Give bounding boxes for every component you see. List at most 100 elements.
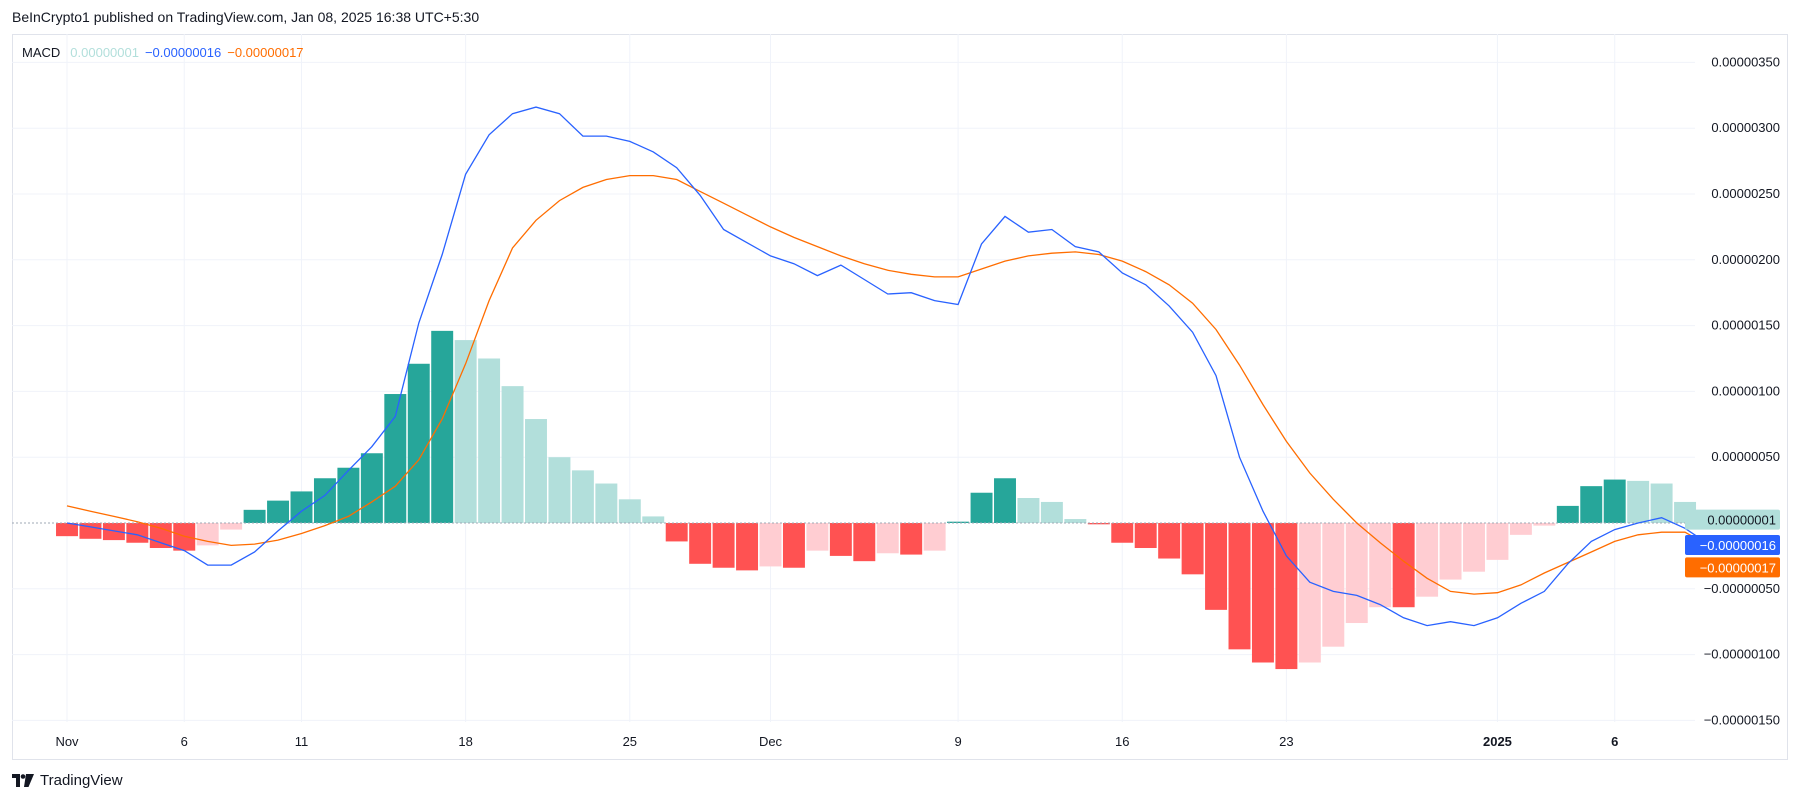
histogram-bar [759, 523, 782, 567]
y-tick-label: 0.00000050 [1711, 449, 1780, 464]
x-axis: Nov 6 11 18 25 Dec 9 16 23 2025 6 [55, 734, 1618, 749]
x-tick-label: 9 [954, 734, 961, 749]
histogram-bar [1158, 523, 1181, 559]
histogram-bar [525, 419, 547, 523]
histogram-bar [384, 394, 407, 523]
histogram-bar [806, 523, 829, 551]
histogram-bar [1040, 501, 1063, 523]
histogram-bar [829, 523, 852, 556]
signal-line [66, 174, 1709, 595]
histogram-bar [1533, 523, 1556, 526]
legend-name: MACD [22, 45, 61, 60]
legend-macd-value: −0.00000016 [144, 45, 222, 60]
histogram-bar [642, 516, 665, 523]
histogram-bar [1369, 523, 1392, 608]
histogram-bar [876, 523, 899, 554]
histogram-bar [1205, 523, 1228, 610]
macd-value-tag-bg [1685, 535, 1780, 556]
x-tick-label: 2025 [1483, 734, 1512, 749]
histogram-bar [853, 523, 876, 562]
brand-name: TradingView [40, 772, 123, 789]
histogram-bar [595, 483, 618, 523]
y-tick-label: −0.00000150 [1704, 712, 1780, 727]
histogram-value-tag: 0.00000001 [1707, 513, 1776, 528]
y-axis: 0.00000350 0.00000300 0.00000250 0.00000200… [1704, 54, 1780, 727]
x-tick-label: 11 [295, 734, 309, 749]
histogram-bar [1603, 479, 1626, 523]
histogram-bar [1134, 523, 1157, 549]
value-tags: 0.00000001 −0.00000016 −0.00000017 [1685, 509, 1780, 578]
histogram-bar [1228, 523, 1251, 650]
histogram-bar [1627, 480, 1650, 523]
histogram-bar [79, 523, 102, 539]
signal-value-tag-bg [1685, 557, 1780, 578]
histogram-bar [501, 386, 524, 523]
histogram-bar [1181, 523, 1204, 575]
y-tick-label: 0.00000350 [1711, 54, 1780, 69]
histogram-bar [548, 457, 571, 523]
histogram-bar [243, 509, 266, 523]
histogram-bar [947, 521, 970, 523]
y-tick-label: 0.00000150 [1711, 318, 1780, 333]
histogram-bar [782, 523, 805, 568]
x-tick-label: 16 [1115, 734, 1129, 749]
histogram-bar [970, 492, 993, 523]
histogram-bar [1064, 519, 1087, 523]
x-tick-label: 18 [458, 734, 472, 749]
histogram-bar [478, 358, 501, 523]
histogram-bar [431, 330, 454, 523]
y-tick-label: 0.00000100 [1711, 383, 1780, 398]
histogram-bar [1251, 523, 1274, 663]
histogram-bar [1322, 523, 1345, 647]
histogram-bar [1509, 523, 1532, 535]
histogram-bar [407, 363, 430, 523]
histogram-bar [267, 500, 290, 523]
histogram-bar [618, 499, 641, 523]
histogram-bar [1439, 523, 1462, 580]
signal-value-tag: −0.00000017 [1700, 560, 1776, 575]
grid-lines [12, 34, 1695, 722]
histogram-bar [56, 523, 78, 537]
x-tick-label: 25 [623, 734, 637, 749]
histogram-bar [1463, 523, 1485, 572]
histogram-bar [994, 478, 1016, 523]
histogram-bar [1275, 523, 1298, 670]
histogram-bar [923, 523, 946, 551]
legend-signal-value: −0.00000017 [227, 45, 304, 60]
histogram-bar [1556, 505, 1579, 523]
histogram-bar [736, 523, 759, 571]
y-tick-label: −0.00000100 [1704, 647, 1780, 662]
histogram-bar [454, 340, 477, 523]
histogram-bar [1486, 523, 1509, 560]
histogram-bar [689, 523, 712, 564]
histogram-bar [337, 467, 360, 523]
histogram-bar [220, 523, 243, 530]
histogram-bar [900, 523, 923, 555]
y-tick-label: 0.00000300 [1711, 120, 1780, 135]
histogram-bar [1087, 523, 1110, 525]
histogram-bar [1111, 523, 1134, 543]
tradingview-brand[interactable]: TradingView [12, 772, 123, 789]
histogram-bar [571, 470, 594, 523]
histogram-bar [1017, 497, 1040, 523]
x-tick-label: 23 [1279, 734, 1293, 749]
histogram-bar [1580, 486, 1603, 523]
y-tick-label: 0.00000200 [1711, 252, 1780, 267]
macd-line [66, 106, 1709, 627]
y-tick-label: 0.00000250 [1711, 186, 1780, 201]
x-tick-label: 6 [181, 734, 188, 749]
histogram-bar [1392, 523, 1415, 608]
chart-frame [12, 34, 1788, 760]
histogram-bars [56, 330, 1720, 670]
histogram-bar [1298, 523, 1321, 663]
publish-info: BeInCrypto1 published on TradingView.com… [12, 9, 480, 25]
histogram-bar [712, 523, 735, 568]
tradingview-logo-icon [12, 774, 34, 787]
x-tick-label: Dec [759, 734, 783, 749]
x-tick-label: 6 [1611, 734, 1618, 749]
histogram-bar [1345, 523, 1368, 624]
legend-histogram-value: 0.00000001 [70, 45, 139, 60]
indicator-legend[interactable]: MACD 0.00000001 −0.00000016 −0.00000017 [22, 45, 310, 60]
histogram-value-tag-bg [1685, 509, 1780, 530]
